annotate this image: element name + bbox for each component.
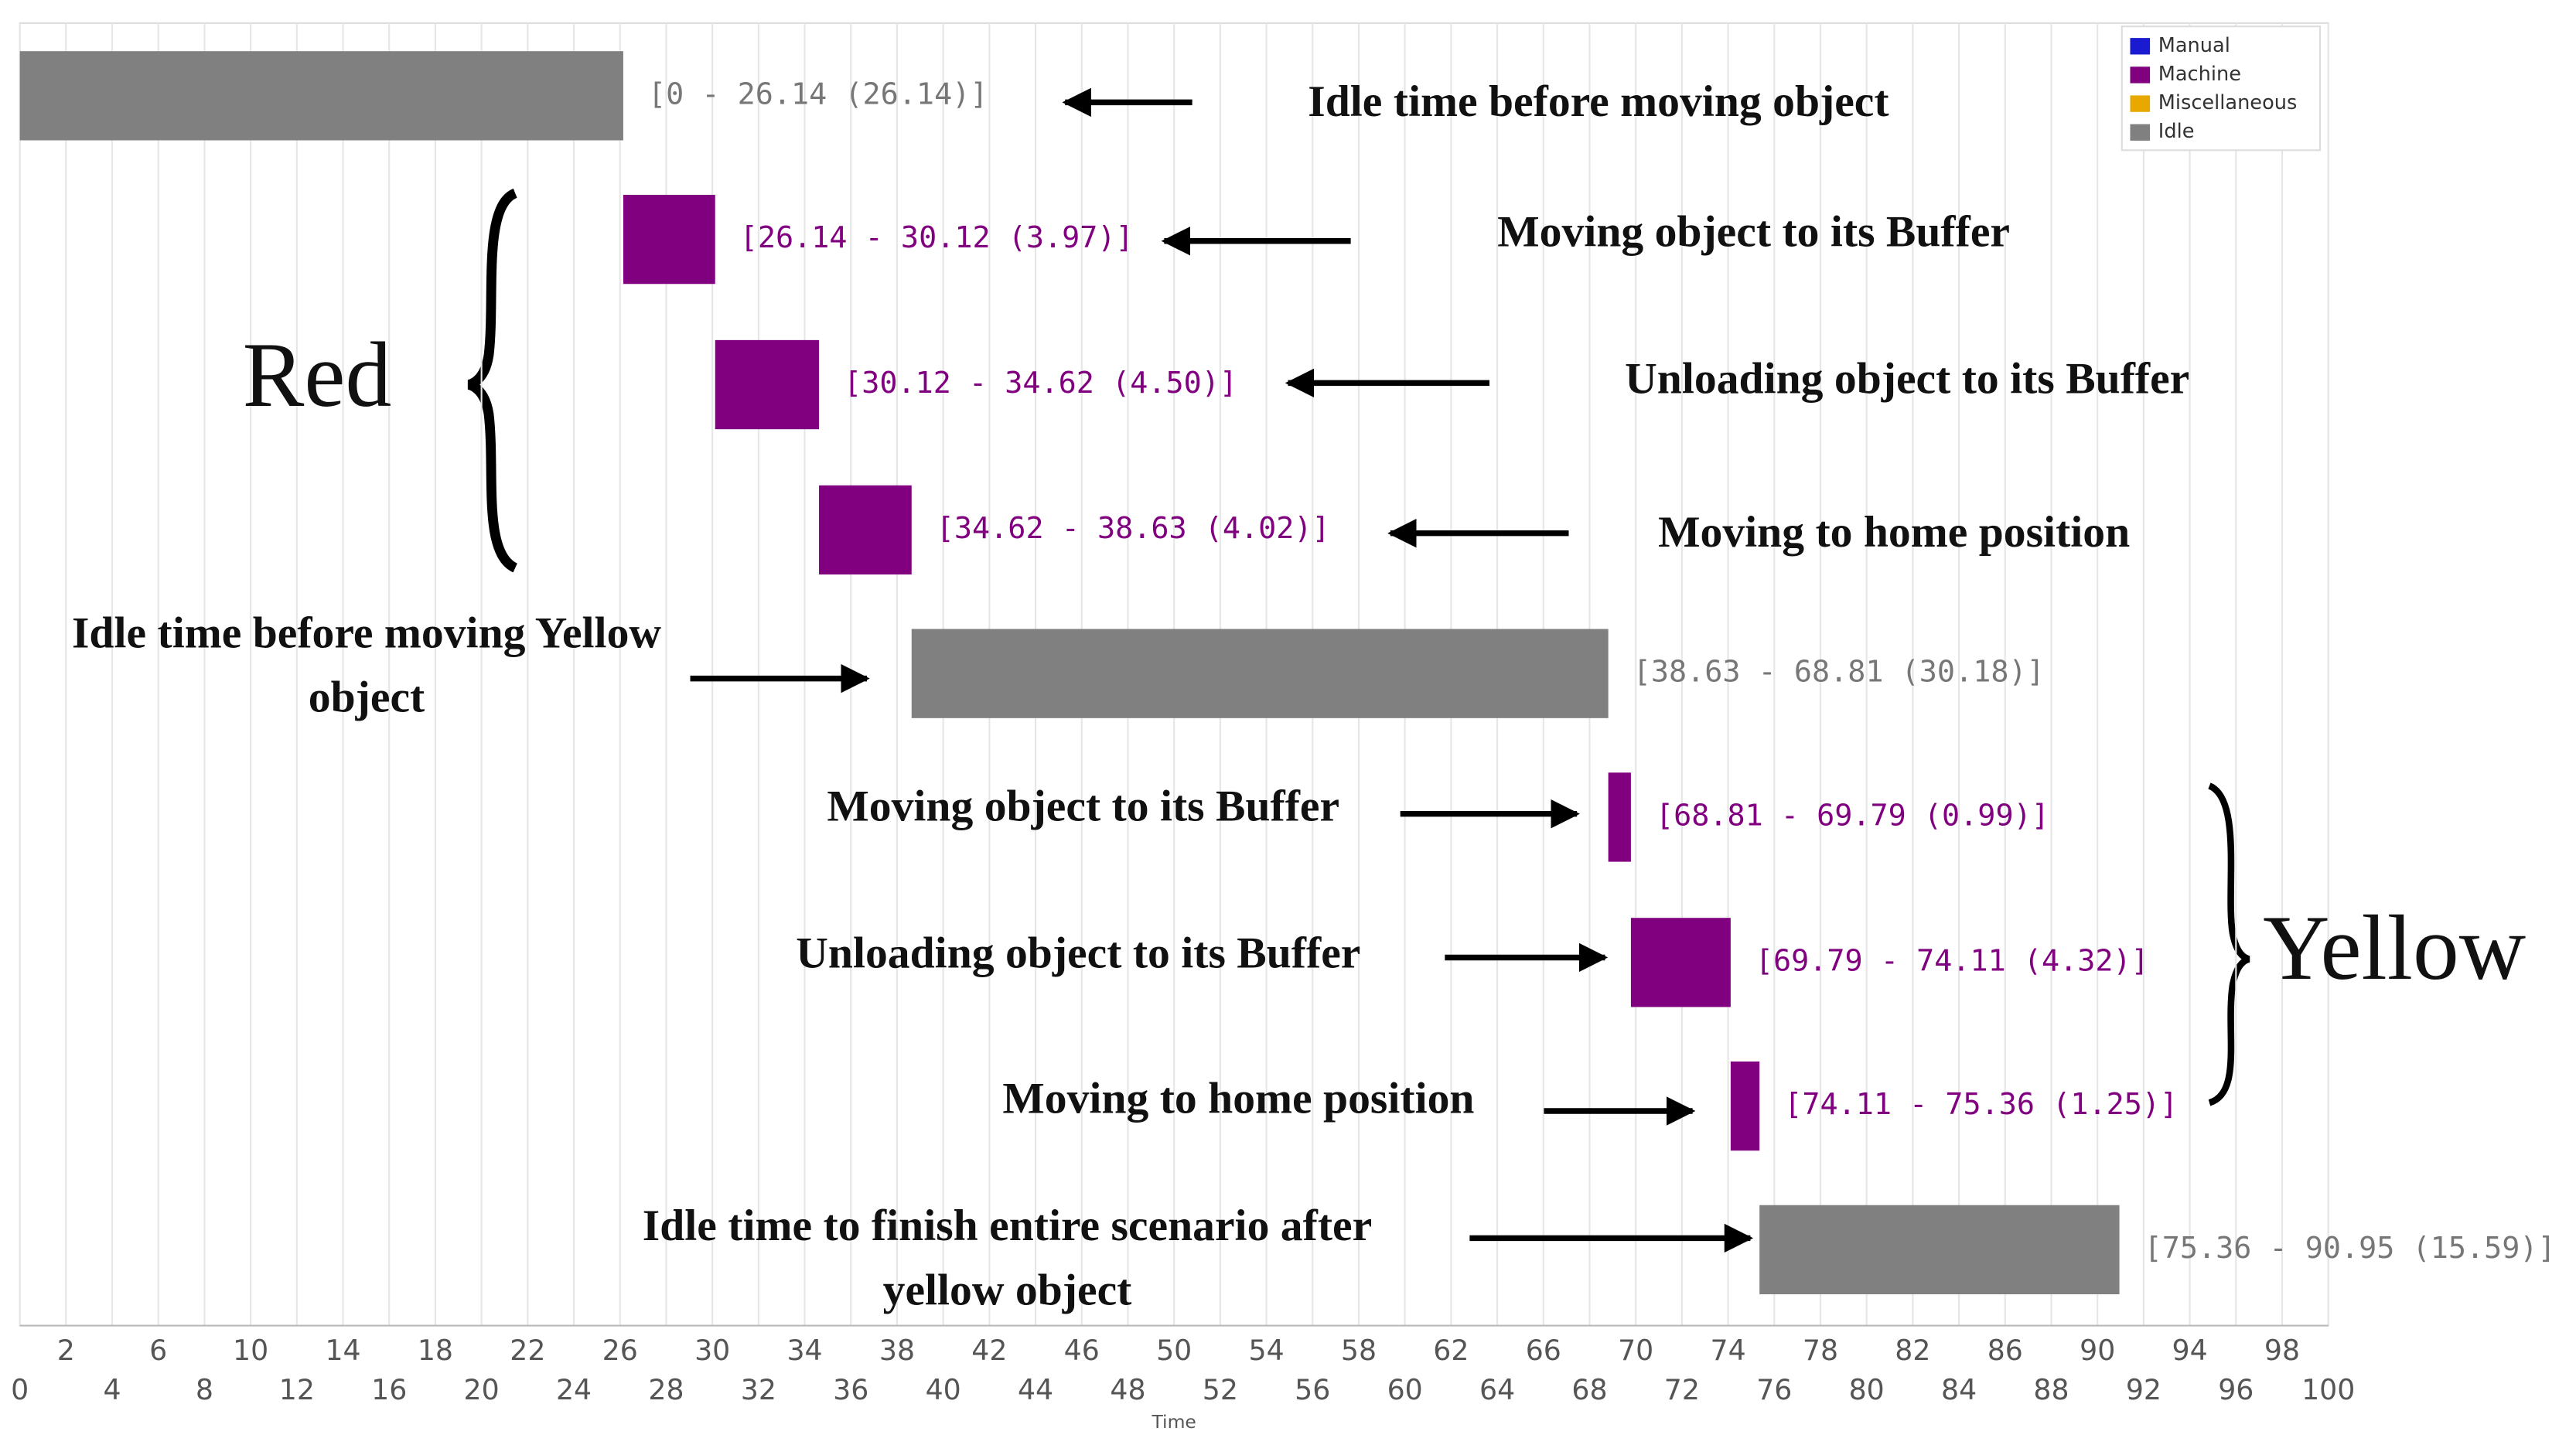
x-tick-label: 18 bbox=[418, 1334, 453, 1367]
x-tick-label: 12 bbox=[279, 1373, 315, 1406]
task-bar bbox=[1730, 1061, 1760, 1151]
x-tick-label: 76 bbox=[1756, 1373, 1792, 1406]
annotation: Idle time to finish entire scenario afte… bbox=[643, 1201, 1372, 1250]
annotation: Moving object to its Buffer bbox=[1497, 208, 2010, 257]
annotation: Idle time before moving Yellow bbox=[72, 608, 661, 657]
annotation: Unloading object to its Buffer bbox=[796, 929, 1360, 978]
annotation: object bbox=[309, 673, 425, 722]
x-tick-label: 64 bbox=[1479, 1373, 1515, 1406]
x-tick-label: 62 bbox=[1433, 1334, 1469, 1367]
task-bar bbox=[19, 51, 623, 141]
x-tick-label: 6 bbox=[149, 1334, 167, 1367]
task-bar bbox=[715, 339, 820, 430]
task-label: [75.36 - 90.95 (15.59)] bbox=[2144, 1231, 2556, 1266]
x-tick-label: 20 bbox=[464, 1373, 500, 1406]
annotation: Idle time before moving object bbox=[1308, 77, 1888, 126]
task-label: [38.63 - 68.81 (30.18)] bbox=[1633, 655, 2045, 690]
x-tick-label: 10 bbox=[233, 1334, 268, 1367]
task-label: [69.79 - 74.11 (4.32)] bbox=[1755, 943, 2149, 978]
task-label: [34.62 - 38.63 (4.02)] bbox=[937, 511, 1330, 546]
task-bar bbox=[911, 629, 1609, 718]
x-tick-label: 16 bbox=[371, 1373, 407, 1406]
x-tick-label: 98 bbox=[2264, 1334, 2300, 1367]
x-tick-label: 4 bbox=[103, 1373, 121, 1406]
x-tick-label: 58 bbox=[1341, 1334, 1377, 1367]
group-label: Yellow bbox=[2263, 896, 2526, 999]
x-tick-label: 68 bbox=[1571, 1373, 1607, 1406]
x-tick-label: 48 bbox=[1110, 1373, 1145, 1406]
x-tick-label: 94 bbox=[2172, 1334, 2208, 1367]
x-tick-label: 32 bbox=[741, 1373, 776, 1406]
task-bar bbox=[1608, 772, 1631, 862]
x-tick-label: 14 bbox=[325, 1334, 360, 1367]
x-tick-label: 38 bbox=[879, 1334, 915, 1367]
annotation: yellow object bbox=[883, 1266, 1132, 1314]
x-tick-label: 42 bbox=[971, 1334, 1007, 1367]
x-tick-label: 34 bbox=[786, 1334, 822, 1367]
task-label: [74.11 - 75.36 (1.25)] bbox=[1784, 1087, 2178, 1122]
x-tick-label: 26 bbox=[602, 1334, 638, 1367]
legend-swatch bbox=[2130, 38, 2151, 55]
x-tick-label: 72 bbox=[1664, 1373, 1700, 1406]
x-tick-label: 40 bbox=[926, 1373, 961, 1406]
legend-box bbox=[2121, 26, 2322, 152]
x-tick-label: 90 bbox=[2080, 1334, 2115, 1367]
x-tick-label: 8 bbox=[196, 1373, 213, 1406]
legend-label: Miscellaneous bbox=[2158, 91, 2298, 114]
x-tick-label: 70 bbox=[1618, 1334, 1653, 1367]
x-tick-label: 22 bbox=[510, 1334, 545, 1367]
task-label: [0 - 26.14 (26.14)] bbox=[648, 77, 988, 111]
x-axis-label: Time bbox=[1151, 1411, 1196, 1433]
x-tick-label: 84 bbox=[1941, 1373, 1977, 1406]
legend-label: Machine bbox=[2158, 63, 2241, 86]
legend-swatch bbox=[2130, 66, 2151, 83]
legend-swatch bbox=[2130, 95, 2151, 112]
x-tick-label: 100 bbox=[2301, 1373, 2355, 1406]
task-label: [30.12 - 34.62 (4.50)] bbox=[844, 366, 1237, 400]
yellow-brace bbox=[2207, 782, 2250, 1106]
task-bar bbox=[1759, 1205, 2120, 1295]
x-tick-label: 36 bbox=[833, 1373, 868, 1406]
x-tick-label: 88 bbox=[2033, 1373, 2069, 1406]
task-bar bbox=[819, 485, 912, 575]
x-tick-label: 74 bbox=[1711, 1334, 1746, 1367]
legend-label: Idle bbox=[2158, 120, 2195, 143]
x-tick-label: 54 bbox=[1248, 1334, 1284, 1367]
x-tick-label: 46 bbox=[1064, 1334, 1100, 1367]
group-label: Red bbox=[243, 323, 392, 426]
x-tick-label: 44 bbox=[1018, 1373, 1053, 1406]
x-tick-label: 80 bbox=[1849, 1373, 1885, 1406]
x-tick-label: 78 bbox=[1803, 1334, 1838, 1367]
task-label: [26.14 - 30.12 (3.97)] bbox=[740, 220, 1134, 255]
annotation: Moving object to its Buffer bbox=[827, 782, 1339, 831]
annotation: Moving to home position bbox=[1002, 1075, 1474, 1123]
task-label: [68.81 - 69.79 (0.99)] bbox=[1656, 798, 2049, 833]
red-brace bbox=[467, 188, 518, 573]
x-tick-label: 60 bbox=[1387, 1373, 1423, 1406]
x-tick-label: 0 bbox=[11, 1373, 29, 1406]
x-tick-label: 2 bbox=[57, 1334, 75, 1367]
x-tick-label: 66 bbox=[1526, 1334, 1561, 1367]
legend: Manual Machine Miscellaneous Idle bbox=[2121, 26, 2322, 152]
x-tick-label: 30 bbox=[694, 1334, 730, 1367]
x-tick-label: 50 bbox=[1156, 1334, 1192, 1367]
x-tick-label: 52 bbox=[1203, 1373, 1238, 1406]
legend-swatch bbox=[2130, 124, 2151, 141]
x-tick-label: 96 bbox=[2218, 1373, 2254, 1406]
x-tick-label: 28 bbox=[648, 1373, 684, 1406]
x-tick-label: 24 bbox=[556, 1373, 592, 1406]
x-tick-label: 56 bbox=[1295, 1373, 1330, 1406]
task-bar bbox=[1630, 918, 1731, 1007]
annotation: Moving to home position bbox=[1658, 508, 2130, 557]
x-tick-label: 86 bbox=[1987, 1334, 2023, 1367]
task-bar bbox=[623, 194, 715, 285]
x-tick-label: 82 bbox=[1895, 1334, 1930, 1367]
annotation: Unloading object to its Buffer bbox=[1625, 355, 2189, 404]
legend-label: Manual bbox=[2158, 34, 2230, 57]
x-tick-label: 92 bbox=[2126, 1373, 2161, 1406]
